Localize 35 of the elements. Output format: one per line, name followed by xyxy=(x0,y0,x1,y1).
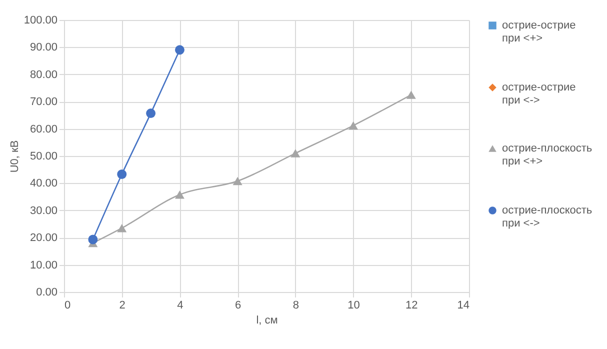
point xyxy=(174,45,184,55)
point xyxy=(406,90,416,99)
x-tick-label: 10 xyxy=(348,300,360,312)
y-tick-label: 70.00 xyxy=(30,96,58,108)
x-axis-title: l, см xyxy=(256,314,278,326)
point xyxy=(88,234,98,244)
y-tick-label: 80.00 xyxy=(30,68,58,81)
x-tick-label: 2 xyxy=(119,300,126,312)
legend-label: острие-плоскость при <-> xyxy=(502,204,592,230)
y-tick-label: 0.00 xyxy=(36,286,58,298)
legend-label: острие-острие при <-> xyxy=(502,82,576,106)
x-tick-label: 14 xyxy=(457,300,470,312)
point xyxy=(232,176,242,186)
point xyxy=(174,190,184,199)
x-tick-label: 0 xyxy=(64,300,71,312)
point xyxy=(117,169,127,179)
y-tick-label: 90.00 xyxy=(30,42,58,54)
point xyxy=(146,108,156,118)
y-tick-label: 40.00 xyxy=(30,178,58,190)
y-tick-label: 10.00 xyxy=(30,259,58,272)
y-tick-label: 100.00 xyxy=(24,14,58,26)
y-tick-label: 30.00 xyxy=(30,204,58,217)
x-tick-label: 6 xyxy=(235,300,242,312)
y-tick-label: 50.00 xyxy=(30,150,58,162)
point xyxy=(290,149,300,158)
legend-label: острие-острие при <+> xyxy=(502,20,576,44)
legend-label: острие-плоскость при <+> xyxy=(502,142,592,168)
y-tick-label: 60.00 xyxy=(30,123,58,136)
x-tick-label: 4 xyxy=(177,300,184,312)
point xyxy=(348,121,358,130)
y-axis-title: U0, кВ xyxy=(8,140,21,173)
y-tick-label: 20.00 xyxy=(30,232,58,244)
point xyxy=(117,224,127,232)
x-tick-label: 12 xyxy=(406,300,418,312)
x-tick-label: 8 xyxy=(292,300,299,312)
